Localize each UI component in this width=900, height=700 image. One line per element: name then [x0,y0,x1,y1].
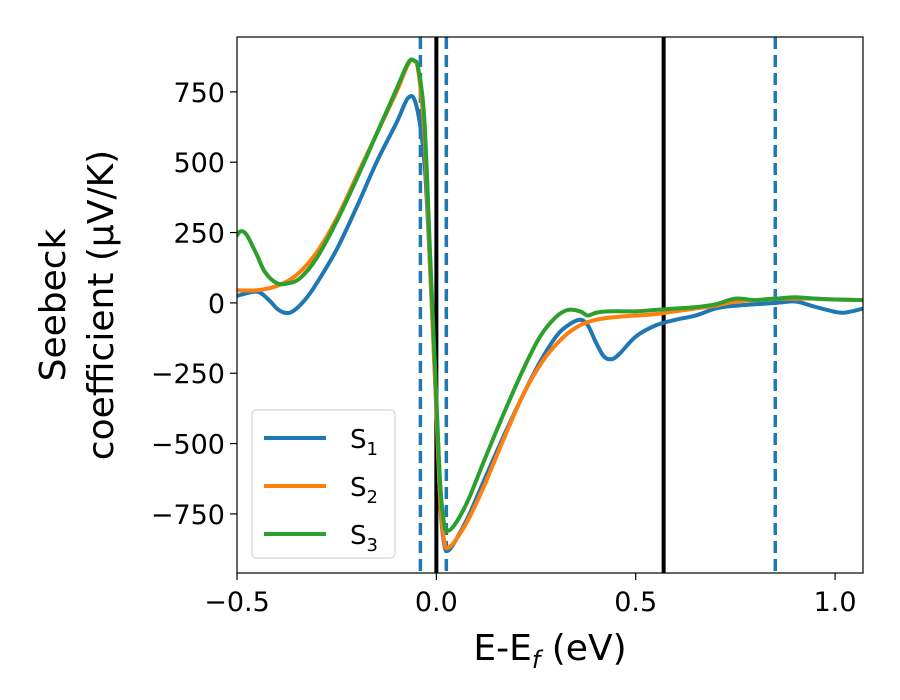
y-axis-title-line2: coefficient (μV/K) [81,150,122,460]
vertical-lines [418,37,778,573]
y-axis-title: Seebeck coefficient (μV/K) [33,150,122,460]
y-tick-label: −750 [151,500,225,531]
y-tick-label: 750 [173,78,225,109]
x-tick-label: 0.5 [614,587,657,618]
series-lines [237,57,863,554]
y-tick-label: 0 [208,289,225,320]
y-tick-label: −250 [151,359,225,390]
x-tick-label: 1.0 [814,587,857,618]
x-axis-title: E-Ef (eV) [473,628,626,674]
x-tick-label: −0.5 [204,587,270,618]
y-axis-title-line1: Seebeck [33,228,74,381]
y-axis: −750 −500 −250 0 250 500 750 [151,78,237,531]
y-tick-label: −500 [151,430,225,461]
y-tick-label: 250 [173,219,225,250]
plot-frame [236,36,864,574]
x-axis: −0.5 0.0 0.5 1.0 [204,573,857,618]
series-line-s3 [237,57,863,534]
x-tick-label: 0.0 [415,587,458,618]
y-tick-label: 500 [173,148,225,179]
legend-label-s2: S2 [350,473,378,508]
